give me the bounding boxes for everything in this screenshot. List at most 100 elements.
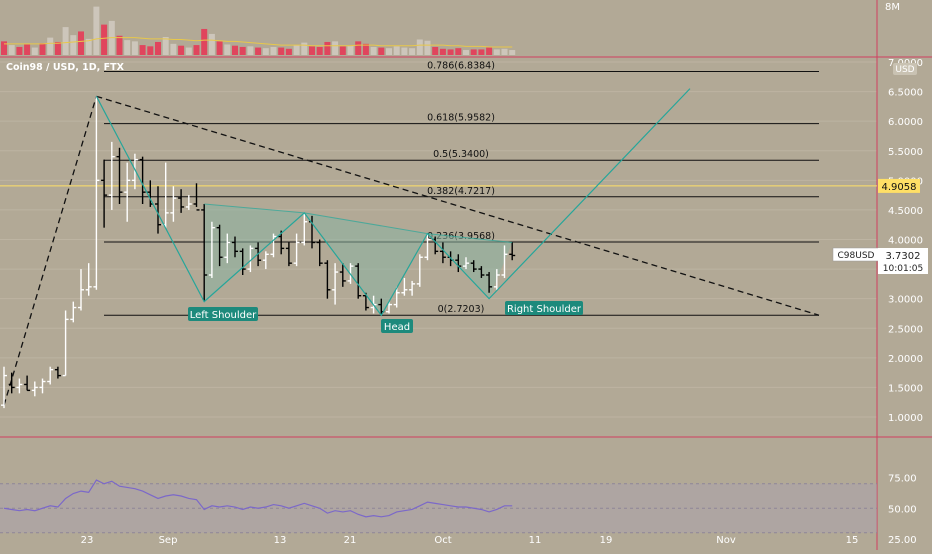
volume-bar	[201, 28, 208, 55]
volume-bar	[270, 46, 277, 55]
price-tick-label: 1.0000	[888, 413, 923, 424]
volume-scale-label: 8M	[885, 2, 900, 13]
time-tick-label: 23	[81, 535, 94, 546]
volume-bar	[247, 46, 254, 55]
price-tick-label: 6.0000	[888, 117, 923, 128]
volume-bar	[455, 48, 462, 55]
symbol-price: 3.7302	[886, 251, 921, 262]
volume-bar	[216, 41, 223, 55]
volume-bar	[439, 48, 446, 55]
volume-bar	[85, 38, 92, 55]
volume-bar	[232, 45, 238, 55]
neckline[interactable]	[204, 203, 513, 243]
volume-bar	[39, 43, 46, 55]
volume-bar	[447, 49, 454, 55]
volume-bar	[324, 41, 331, 55]
time-tick-label: 15	[846, 535, 859, 546]
dashed-trendline	[3, 96, 98, 406]
volume-bar	[370, 46, 377, 55]
volume-bar	[93, 6, 100, 56]
candle-countdown: 10:01:05	[883, 264, 923, 274]
price-tick-label: 3.0000	[888, 295, 923, 306]
volume-bar	[347, 45, 354, 55]
time-tick-label: 21	[344, 535, 357, 546]
volume-bar	[301, 42, 308, 55]
time-tick-label: 19	[600, 535, 613, 546]
volume-bar	[463, 50, 469, 55]
volume-bar	[309, 46, 315, 55]
rsi-tick-label: 25.00	[888, 535, 917, 546]
price-tick-label: 4.5000	[888, 206, 923, 217]
volume-bar	[162, 37, 169, 55]
left-shoulder-label: Left Shoulder	[190, 310, 257, 321]
volume-bar	[378, 47, 385, 55]
head-shoulders-pattern[interactable]	[95, 88, 691, 317]
volume-bar	[47, 37, 54, 55]
volume-bar	[316, 46, 323, 55]
price-tick-label: 6.5000	[888, 88, 923, 99]
fib-level-label: 0.5(5.3400)	[433, 149, 489, 160]
volume-bar	[362, 43, 369, 55]
dashed-trendline	[96, 95, 820, 316]
volume-bar	[386, 48, 392, 55]
volume-bar	[178, 45, 185, 55]
symbol-name: C98USD	[838, 251, 875, 261]
price-tick-label: 1.5000	[888, 383, 923, 394]
currency-badge-bg[interactable]	[893, 63, 917, 75]
head-label: Head	[384, 322, 410, 333]
volume-bar	[70, 35, 77, 55]
fib-level-label: 0.236(3.9568)	[427, 231, 495, 242]
currency-badge[interactable]: USD	[895, 65, 914, 75]
volume-bar	[332, 41, 339, 55]
volume-bar	[355, 41, 362, 55]
symbol-price-tag: C98USD 3.7302 10:01:05	[832, 247, 928, 274]
fibonacci-retracement[interactable]: 0.786(6.8384) 0.618(5.9582) 0.5(5.3400) 0.3…	[104, 61, 819, 316]
fib-level-label: 0(2.7203)	[438, 304, 485, 315]
volume-bar	[493, 49, 500, 55]
dashed-trendlines[interactable]	[3, 95, 820, 406]
highlight-price-label: 4.9058	[882, 182, 917, 193]
volume-bar	[224, 44, 231, 55]
volume-bar	[116, 35, 123, 55]
volume-bar	[147, 46, 154, 55]
volume-bar	[239, 46, 246, 55]
right-shoulder-tag: Right Shoulder	[505, 301, 583, 315]
volume-bar	[1, 41, 7, 55]
volume-bar	[478, 49, 485, 55]
left-shoulder-tag: Left Shoulder	[188, 307, 258, 321]
volume-bar	[131, 41, 138, 55]
volume-bar	[285, 48, 292, 55]
rsi-line	[3, 479, 513, 518]
fib-level-label: 0.618(5.9582)	[427, 113, 495, 124]
rsi-tick-label: 50.00	[888, 504, 917, 515]
volume-bar	[101, 24, 108, 55]
volume-bar	[8, 45, 15, 55]
head-tag: Head	[381, 319, 413, 333]
volume-bar	[486, 47, 493, 55]
time-axis[interactable]: 23 Sep 13 21 Oct 11 19 Nov 15	[81, 535, 859, 546]
price-grid	[0, 61, 877, 418]
volume-bar	[409, 48, 416, 55]
volume-bar	[339, 46, 346, 55]
volume-bar	[393, 46, 400, 55]
highlight-price-tag: 4.9058	[878, 178, 920, 193]
volume-bar	[193, 45, 200, 55]
volume-bar	[185, 47, 192, 55]
volume-bars	[1, 6, 516, 56]
volume-bar	[24, 44, 31, 55]
volume-bar	[124, 40, 131, 55]
time-tick-label: Oct	[434, 535, 451, 546]
price-tick-label: 2.0000	[888, 354, 923, 365]
rsi-axis[interactable]: 75.00 50.00 25.00	[888, 474, 917, 546]
volume-moving-average	[4, 37, 513, 48]
volume-bar	[293, 45, 300, 55]
volume-bar	[424, 40, 431, 55]
volume-bar	[54, 41, 61, 55]
volume-bar	[255, 47, 262, 55]
volume-bar	[170, 43, 177, 55]
price-tick-label: 5.5000	[888, 147, 923, 158]
chart-title: Coin98 / USD, 1D, FTX	[6, 62, 124, 73]
price-tick-label: 2.5000	[888, 324, 923, 335]
